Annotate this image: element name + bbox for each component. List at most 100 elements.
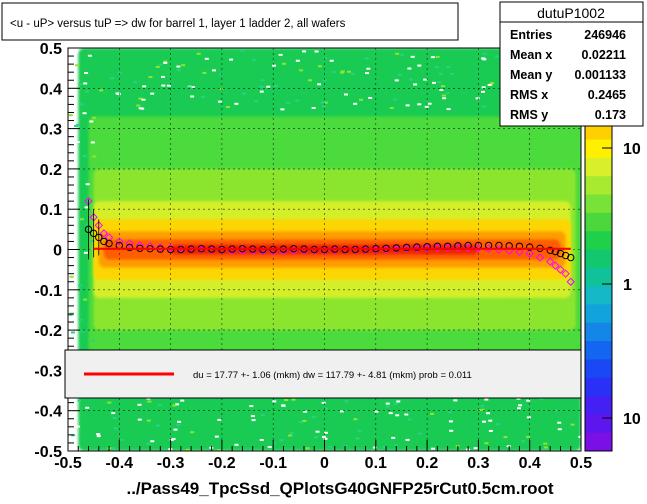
density-cell: [442, 97, 447, 100]
mean-marker: [100, 237, 108, 246]
rms-marker: [258, 246, 268, 256]
density-cell: [83, 251, 88, 254]
density-cell: [480, 405, 485, 408]
palette-cell: [585, 139, 612, 159]
stats-row-value: 0.001133: [575, 68, 626, 82]
density-cell: [353, 102, 358, 105]
stats-box: dutuP1002 Entries 246946 Mean x 0.02211 Mean…: [499, 1, 644, 127]
density-cell: [438, 72, 443, 75]
x-tick-label: -0.2: [208, 455, 236, 472]
density-cell: [298, 421, 303, 424]
density-cell: [90, 141, 95, 144]
density-cell: [138, 107, 143, 110]
density-cell: [69, 275, 74, 278]
density-cell: [355, 437, 360, 440]
density-cell: [161, 84, 166, 87]
density-cell: [328, 445, 333, 448]
density-cell: [473, 447, 478, 450]
density-cell: [84, 72, 89, 75]
stats-row-label: Mean x: [510, 48, 552, 62]
density-cell: [217, 100, 222, 103]
density-cell: [196, 52, 201, 55]
density-cell: [424, 105, 429, 108]
density-cell: [488, 429, 493, 432]
density-cell: [322, 79, 327, 82]
density-cell: [486, 412, 491, 415]
density-cell: [482, 420, 487, 423]
density-cell: [260, 79, 265, 82]
density-cell: [69, 243, 74, 246]
density-cell: [340, 70, 345, 73]
density-cell: [366, 67, 371, 70]
density-cell: [87, 54, 92, 57]
palette-cell: [585, 212, 612, 232]
density-cell: [173, 428, 178, 431]
y-tick-label: 0.3: [40, 122, 62, 139]
density-cell: [217, 449, 222, 451]
density-cell: [324, 431, 329, 434]
density-cell: [177, 420, 182, 423]
density-cell: [308, 79, 313, 82]
y-tick-label: -0.2: [34, 323, 62, 340]
density-cell: [79, 103, 84, 106]
density-cell: [158, 63, 163, 66]
x-tick-label: 0.1: [365, 455, 387, 472]
rms-marker: [515, 247, 524, 257]
palette-tick-label: 1: [623, 277, 632, 294]
palette-cell: [585, 267, 612, 287]
density-cell: [90, 339, 95, 342]
density-cell: [441, 94, 446, 97]
mean-marker: [526, 243, 534, 251]
density-cell: [318, 449, 323, 451]
rms-marker: [566, 277, 575, 286]
density-cell: [543, 442, 548, 445]
palette-cell: [585, 304, 612, 324]
density-cell: [323, 407, 328, 410]
density-cell: [138, 97, 143, 100]
rms-marker: [546, 257, 555, 266]
density-cell: [323, 101, 328, 104]
density-cell: [266, 85, 271, 88]
density-cell: [68, 252, 73, 255]
x-tick-label: 0.5: [570, 455, 592, 472]
density-cell: [365, 72, 370, 75]
density-cell: [288, 434, 293, 437]
density-cell: [317, 83, 322, 86]
density-cell: [258, 85, 263, 88]
density-cell: [518, 404, 523, 407]
stats-row-label: Mean y: [510, 68, 552, 82]
density-cell: [374, 410, 379, 413]
stats-row-value: 0.2465: [588, 88, 626, 102]
palette-tick-label: 10: [623, 411, 641, 428]
density-cell: [557, 421, 562, 424]
density-cell: [503, 436, 508, 439]
density-cell: [446, 108, 451, 111]
mean-marker: [402, 243, 411, 252]
density-cell: [91, 116, 96, 119]
palette-cell: [585, 194, 612, 214]
stats-row-value: 246946: [584, 28, 626, 42]
density-cell: [578, 435, 581, 438]
density-cell: [353, 418, 358, 421]
density-cell: [187, 86, 192, 89]
density-cell: [453, 399, 458, 402]
density-cell: [271, 64, 276, 67]
density-cell: [305, 447, 310, 450]
density-cell: [281, 404, 286, 407]
density-cell: [279, 439, 284, 442]
mean-marker: [423, 242, 431, 251]
rms-marker: [535, 253, 545, 262]
mean-marker: [561, 251, 570, 260]
density-cell: [303, 410, 308, 413]
density-cell: [405, 438, 410, 441]
density-cell: [78, 284, 83, 287]
density-cell: [484, 398, 489, 401]
density-cell: [347, 70, 352, 73]
density-cell: [449, 72, 454, 75]
density-cell: [313, 436, 318, 439]
density-cell: [539, 398, 544, 401]
density-cell: [311, 107, 316, 110]
density-cell: [302, 419, 307, 422]
density-cell: [404, 413, 409, 416]
